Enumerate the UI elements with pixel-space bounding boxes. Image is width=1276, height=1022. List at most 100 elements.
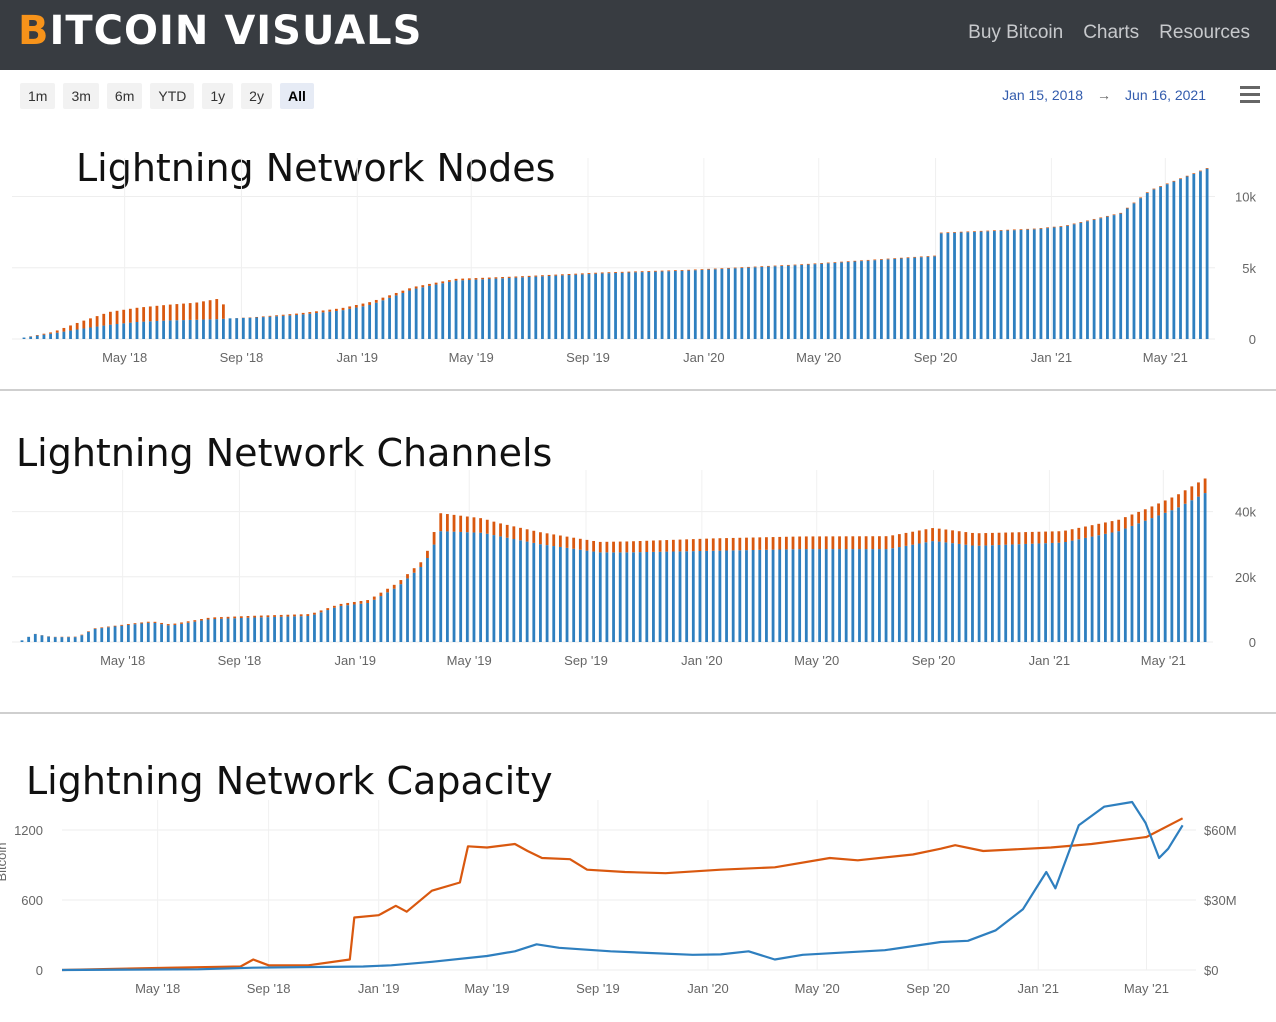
bar-segment-blue: [459, 531, 463, 642]
bar-segment-orange: [142, 307, 146, 322]
bar-segment-blue: [840, 262, 843, 339]
bar-segment-blue: [846, 261, 850, 339]
bar-segment-blue: [332, 607, 336, 642]
bar-segment-orange: [288, 314, 292, 316]
bar-segment-orange: [445, 514, 449, 532]
bar-segment-orange: [691, 539, 695, 552]
bar-segment-blue: [640, 272, 644, 339]
bar-segment-orange: [567, 274, 571, 276]
range-button-2y[interactable]: 2y: [241, 83, 272, 109]
bar-segment-orange: [100, 627, 104, 629]
x-tick-label: May '19: [449, 350, 494, 365]
bar-segment-blue: [1190, 500, 1194, 642]
x-tick-label: Sep '19: [564, 653, 608, 668]
bar-segment-blue: [607, 273, 611, 339]
bar-segment-orange: [525, 529, 529, 542]
bar-segment-blue: [933, 256, 936, 339]
bar-segment-blue: [246, 617, 250, 642]
bar-segment-blue: [49, 333, 52, 339]
bar-segment-orange: [452, 514, 456, 532]
bar-segment-orange: [512, 526, 516, 540]
range-button-1y[interactable]: 1y: [202, 83, 234, 109]
bar-segment-blue: [1183, 503, 1187, 642]
range-button-6m[interactable]: 6m: [106, 83, 143, 109]
bar-segment-orange: [831, 536, 835, 550]
bar-segment-orange: [652, 540, 655, 552]
bar-segment-blue: [738, 550, 742, 642]
bar-segment-orange: [246, 616, 250, 618]
bar-segment-blue: [997, 544, 1001, 642]
bar-segment-orange: [213, 617, 217, 619]
bar-segment-blue: [671, 551, 675, 642]
bar-segment-orange: [381, 297, 385, 301]
x-tick-label: Jan '21: [1017, 981, 1059, 996]
y-tick-label: 20k: [1235, 570, 1256, 585]
range-button-3m[interactable]: 3m: [63, 83, 99, 109]
bar-segment-orange: [1130, 514, 1134, 526]
hamburger-menu-icon[interactable]: [1240, 86, 1262, 104]
bar-segment-orange: [886, 258, 890, 260]
bar-segment-orange: [645, 540, 649, 552]
bar-segment-blue: [474, 279, 478, 339]
bar-segment-orange: [1125, 207, 1129, 209]
bar-segment-blue: [472, 532, 476, 642]
range-button-1m[interactable]: 1m: [20, 83, 56, 109]
bar-segment-blue: [727, 268, 730, 339]
bar-segment-orange: [366, 600, 370, 603]
bar-segment-orange: [432, 532, 436, 545]
x-tick-label: Jan '20: [683, 350, 725, 365]
bar-segment-orange: [860, 260, 863, 262]
bar-segment-blue: [838, 549, 841, 642]
bar-segment-orange: [1145, 192, 1149, 194]
range-selector: 1m 3m 6m YTD 1y 2y All: [20, 83, 314, 109]
bar-segment-orange: [844, 536, 848, 550]
bar-segment-blue: [89, 327, 92, 339]
bar-segment-blue: [667, 271, 671, 339]
nav-resources[interactable]: Resources: [1159, 22, 1250, 43]
bar-segment-blue: [295, 314, 298, 339]
bar-segment-orange: [408, 288, 411, 291]
bar-segment-blue: [880, 259, 883, 339]
section-divider: [0, 712, 1276, 714]
bar-segment-blue: [765, 549, 768, 642]
bitcoin-visuals-logo[interactable]: BITCOIN VISUALS: [18, 8, 423, 54]
range-button-all[interactable]: All: [279, 83, 314, 109]
bar-segment-blue: [494, 278, 498, 339]
bar-segment-blue: [831, 549, 835, 642]
bar-segment-blue: [778, 549, 782, 642]
bar-segment-orange: [392, 584, 396, 589]
bar-segment-orange: [87, 631, 90, 632]
date-from-input[interactable]: Jan 15, 2018: [1002, 87, 1084, 103]
bar-segment-blue: [193, 621, 197, 642]
bar-segment-blue: [100, 628, 104, 642]
nav-charts[interactable]: Charts: [1083, 22, 1140, 43]
date-to-input[interactable]: Jun 16, 2021: [1125, 87, 1206, 103]
bar-segment-blue: [678, 551, 682, 642]
bar-segment-orange: [1172, 180, 1176, 182]
bar-segment-orange: [1183, 490, 1187, 504]
bar-segment-orange: [1079, 222, 1083, 223]
bar-segment-blue: [700, 269, 704, 339]
bar-segment-blue: [1150, 518, 1154, 642]
bar-segment-orange: [173, 623, 177, 625]
bar-segment-orange: [195, 302, 199, 320]
bar-segment-blue: [612, 552, 615, 642]
bar-segment-blue: [844, 549, 848, 642]
bar-segment-orange: [465, 516, 469, 533]
bar-segment-blue: [40, 635, 44, 642]
bar-segment-blue: [180, 623, 183, 642]
bar-segment-blue: [1064, 541, 1067, 642]
x-tick-label: Jan '20: [681, 653, 723, 668]
bar-segment-blue: [973, 231, 976, 339]
bar-segment-blue: [598, 552, 602, 642]
bar-segment-blue: [1170, 510, 1174, 642]
bar-segment-blue: [818, 549, 821, 642]
bar-segment-orange: [168, 304, 172, 321]
bar-segment-orange: [474, 278, 478, 280]
nav-buy-bitcoin[interactable]: Buy Bitcoin: [968, 22, 1064, 43]
bar-segment-blue: [261, 317, 265, 339]
range-button-ytd[interactable]: YTD: [150, 83, 195, 109]
bar-segment-blue: [42, 334, 46, 339]
bar-segment-blue: [75, 329, 79, 339]
bar-segment-blue: [279, 616, 283, 642]
